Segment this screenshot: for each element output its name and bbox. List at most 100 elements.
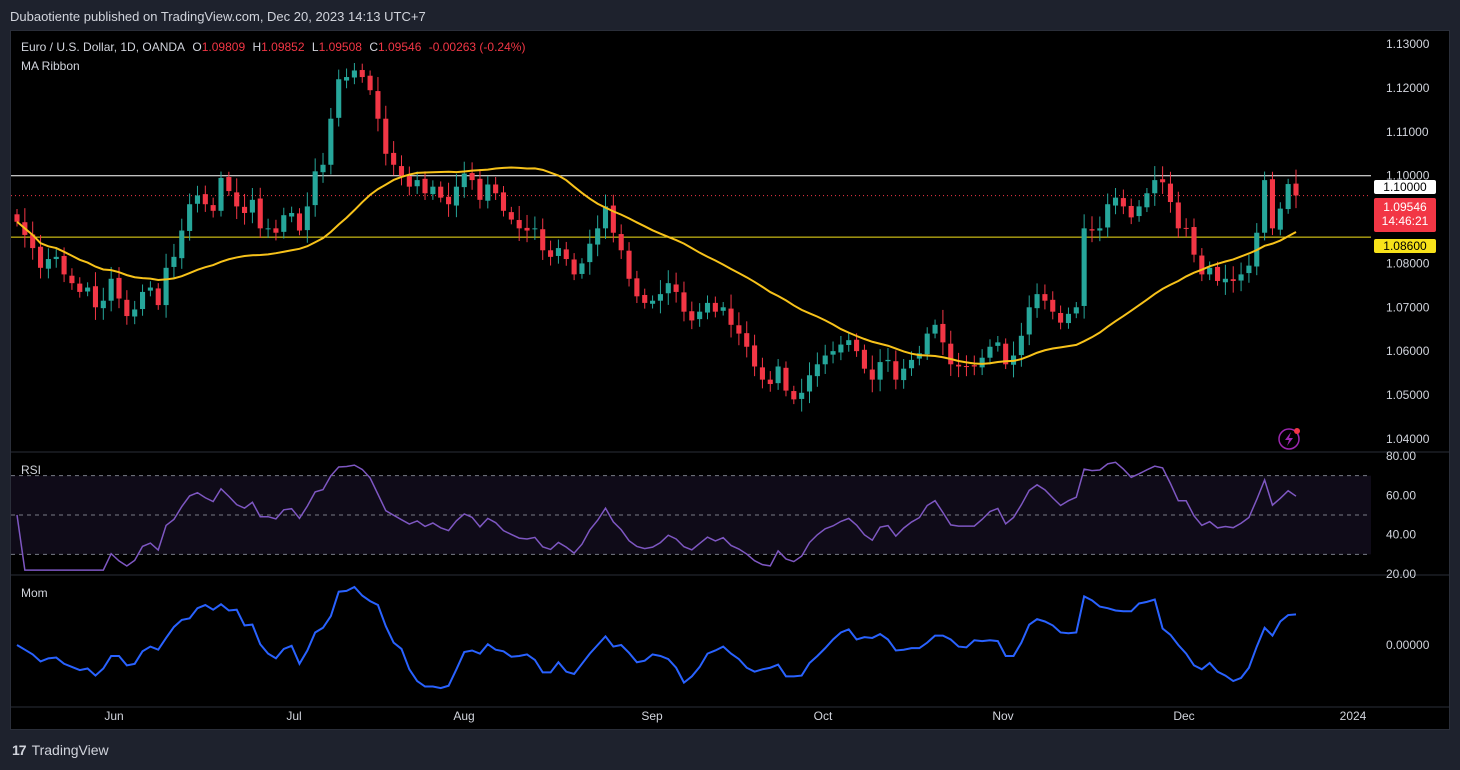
candle-body[interactable] xyxy=(948,343,954,365)
candle-body[interactable] xyxy=(132,309,138,317)
candle-body[interactable] xyxy=(783,367,789,391)
candle-body[interactable] xyxy=(728,308,734,325)
candle-body[interactable] xyxy=(1167,183,1174,203)
candle-body[interactable] xyxy=(1097,228,1103,231)
candle-body[interactable] xyxy=(901,368,907,381)
candle-body[interactable] xyxy=(1018,335,1024,356)
candle-body[interactable] xyxy=(877,362,883,380)
candle-body[interactable] xyxy=(642,295,648,303)
candle-body[interactable] xyxy=(139,291,146,310)
candle-body[interactable] xyxy=(430,186,436,195)
candle-body[interactable] xyxy=(273,228,279,233)
candle-body[interactable] xyxy=(14,214,20,222)
candle-body[interactable] xyxy=(108,278,114,301)
candle-body[interactable] xyxy=(814,364,820,377)
candle-body[interactable] xyxy=(116,277,122,299)
candle-body[interactable] xyxy=(100,300,106,309)
candle-body[interactable] xyxy=(289,212,295,217)
candle-body[interactable] xyxy=(1293,183,1299,196)
candle-body[interactable] xyxy=(508,212,514,220)
candle-body[interactable] xyxy=(92,286,99,308)
candle-body[interactable] xyxy=(163,267,169,306)
candle-body[interactable] xyxy=(987,346,993,358)
candle-body[interactable] xyxy=(37,246,44,268)
candle-body[interactable] xyxy=(485,184,491,201)
candle-body[interactable] xyxy=(249,199,255,213)
candle-body[interactable] xyxy=(53,256,59,260)
candle-body[interactable] xyxy=(1089,229,1095,231)
candle-body[interactable] xyxy=(1058,312,1064,323)
candle-body[interactable] xyxy=(1065,313,1071,324)
candle-body[interactable] xyxy=(1214,266,1221,281)
candle-body[interactable] xyxy=(548,250,554,257)
candle-body[interactable] xyxy=(242,206,248,213)
candle-body[interactable] xyxy=(712,302,718,312)
candle-body[interactable] xyxy=(234,192,240,207)
symbol-label[interactable]: Euro / U.S. Dollar, 1D, OANDA xyxy=(21,40,186,54)
candle-body[interactable] xyxy=(744,333,750,347)
candle-body[interactable] xyxy=(673,284,679,292)
footer-brand[interactable]: 17 TradingView xyxy=(12,742,109,758)
candle-body[interactable] xyxy=(312,171,318,206)
candle-body[interactable] xyxy=(861,349,867,369)
candle-body[interactable] xyxy=(775,366,781,384)
candle-body[interactable] xyxy=(45,259,51,269)
candle-body[interactable] xyxy=(359,70,365,78)
candle-body[interactable] xyxy=(1277,208,1283,230)
candle-body[interactable] xyxy=(665,283,671,294)
candle-body[interactable] xyxy=(461,173,467,188)
candle-body[interactable] xyxy=(1026,307,1032,335)
candle-body[interactable] xyxy=(1175,202,1181,229)
mom-pane-title[interactable]: Mom xyxy=(21,586,48,600)
candle-body[interactable] xyxy=(704,302,711,313)
candle-body[interactable] xyxy=(822,355,828,365)
candle-body[interactable] xyxy=(187,204,193,231)
lightning-icon[interactable] xyxy=(1278,428,1300,450)
candle-body[interactable] xyxy=(846,340,852,345)
rsi-line[interactable] xyxy=(16,461,1297,571)
candle-body[interactable] xyxy=(650,300,656,304)
candle-body[interactable] xyxy=(924,333,930,355)
candle-body[interactable] xyxy=(414,180,420,187)
candle-body[interactable] xyxy=(281,215,287,232)
candle-body[interactable] xyxy=(493,184,499,194)
candle-body[interactable] xyxy=(500,192,507,211)
candle-body[interactable] xyxy=(194,195,201,204)
candle-body[interactable] xyxy=(77,283,83,292)
candle-body[interactable] xyxy=(69,275,75,284)
candle-body[interactable] xyxy=(296,213,303,231)
candle-body[interactable] xyxy=(391,152,397,165)
candle-body[interactable] xyxy=(30,234,36,249)
candle-body[interactable] xyxy=(979,357,985,368)
candle-body[interactable] xyxy=(265,228,271,230)
candle-body[interactable] xyxy=(940,323,946,343)
candle-body[interactable] xyxy=(469,173,475,181)
candle-body[interactable] xyxy=(1034,294,1040,309)
candle-body[interactable] xyxy=(634,278,640,297)
candle-body[interactable] xyxy=(383,118,389,154)
candle-body[interactable] xyxy=(869,369,875,380)
candle-body[interactable] xyxy=(963,366,969,368)
candle-body[interactable] xyxy=(602,206,609,229)
candle-body[interactable] xyxy=(854,339,860,352)
candle-body[interactable] xyxy=(516,220,522,229)
candle-body[interactable] xyxy=(540,229,546,251)
candle-body[interactable] xyxy=(406,176,412,187)
candle-body[interactable] xyxy=(179,230,185,259)
candle-body[interactable] xyxy=(736,325,742,334)
ma-ribbon-line[interactable] xyxy=(16,166,1297,365)
candle-body[interactable] xyxy=(532,228,538,230)
candle-body[interactable] xyxy=(885,359,891,362)
candle-body[interactable] xyxy=(446,196,452,205)
candle-body[interactable] xyxy=(830,351,836,355)
candle-body[interactable] xyxy=(689,311,695,321)
candle-body[interactable] xyxy=(1112,197,1119,206)
candle-body[interactable] xyxy=(1269,179,1276,229)
candle-body[interactable] xyxy=(1246,265,1252,274)
candle-body[interactable] xyxy=(971,365,977,367)
candle-body[interactable] xyxy=(328,118,334,165)
ma-ribbon-label[interactable]: MA Ribbon xyxy=(21,59,80,73)
chart-canvas[interactable]: 1.130001.120001.110001.100001.090001.080… xyxy=(11,31,1449,729)
candle-body[interactable] xyxy=(1222,278,1228,283)
candle-body[interactable] xyxy=(257,198,263,229)
